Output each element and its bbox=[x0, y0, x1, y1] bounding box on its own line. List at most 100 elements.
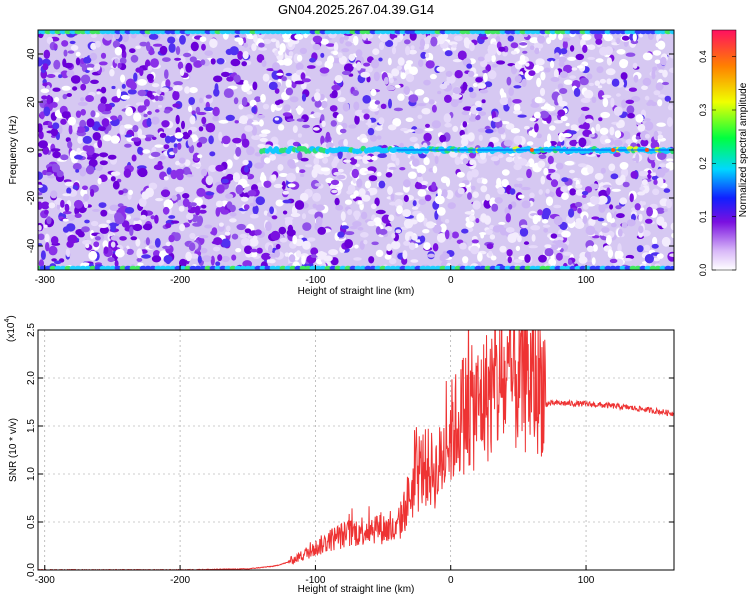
spectrogram-cell bbox=[616, 213, 625, 219]
spectrogram-cell bbox=[315, 60, 323, 66]
spectrogram-cell bbox=[185, 62, 193, 73]
spectrogram-cell bbox=[83, 201, 89, 209]
spectrogram-cell bbox=[550, 60, 555, 69]
spectrogram-cell bbox=[547, 133, 552, 143]
spectrogram-edge-cell bbox=[559, 265, 567, 270]
spectrogram-cell bbox=[42, 146, 50, 155]
spectrogram-cell bbox=[609, 258, 618, 264]
spectrogram-cell bbox=[670, 222, 674, 231]
spectrogram-edge-cell bbox=[314, 265, 322, 270]
spectrogram-cell bbox=[126, 248, 134, 255]
spectrogram-cell bbox=[298, 234, 304, 239]
spectrogram-cell bbox=[173, 85, 183, 92]
spectrogram-cell bbox=[367, 220, 376, 227]
spectrogram-cell bbox=[578, 256, 588, 264]
spectrogram-cell bbox=[394, 84, 401, 88]
spectrogram-edge-cell bbox=[609, 265, 617, 270]
spectrogram-cell bbox=[164, 135, 172, 144]
spectrogram-cell bbox=[638, 213, 643, 222]
spectrogram-edge-cell bbox=[299, 30, 307, 35]
spectrogram-edge-cell bbox=[129, 265, 137, 270]
spectrogram-edge-cell bbox=[654, 30, 662, 35]
spectrogram-cell bbox=[466, 140, 474, 146]
spectrogram-cell bbox=[221, 71, 230, 78]
spectrogram-cell bbox=[537, 34, 546, 44]
spectrogram-cell bbox=[452, 87, 462, 94]
spectrogram-cell bbox=[578, 137, 587, 148]
spectrogram-edge-cell bbox=[184, 265, 192, 270]
spectrogram-cell bbox=[99, 226, 109, 234]
spectrogram-cell bbox=[558, 32, 564, 41]
spectrogram-cell bbox=[177, 199, 184, 207]
spectrogram-cell bbox=[600, 205, 611, 209]
spectrogram-cell bbox=[355, 163, 360, 167]
spectrogram-cell bbox=[277, 124, 285, 131]
spectrogram-edge-cell bbox=[604, 30, 612, 35]
spectrogram-cell bbox=[64, 181, 74, 187]
spectrogram-cell bbox=[598, 117, 603, 122]
spectrogram-cell bbox=[477, 82, 487, 89]
spectrogram-cell bbox=[66, 93, 72, 97]
spectrogram-cell bbox=[229, 212, 237, 217]
snr-y-tick-label: 0.5 bbox=[26, 515, 37, 529]
spectrogram-cell bbox=[334, 197, 340, 206]
spectrogram-cell bbox=[249, 248, 258, 253]
spectrogram-cell bbox=[553, 120, 564, 124]
spectrogram-cell bbox=[88, 158, 98, 168]
spectrogram-cell bbox=[247, 235, 253, 239]
spectrogram-cell bbox=[519, 42, 528, 46]
spectrogram-cell bbox=[467, 192, 472, 200]
spectrogram-cell bbox=[325, 131, 331, 142]
spectrogram-cell bbox=[181, 120, 185, 130]
spectrogram-cell bbox=[132, 223, 143, 232]
spectrogram-cell bbox=[258, 133, 268, 138]
spectrogram-cell bbox=[387, 124, 397, 131]
snr-multiplier-exp: 4 bbox=[4, 319, 11, 323]
spectrogram-cell bbox=[656, 122, 666, 127]
spectrogram-cell bbox=[315, 216, 323, 226]
spectrogram-cell bbox=[616, 122, 623, 128]
spectrogram-cell bbox=[522, 50, 528, 54]
spectrogram-cell bbox=[53, 59, 61, 70]
spectrogram-cell bbox=[77, 101, 88, 107]
spectrogram-cell bbox=[259, 137, 268, 142]
spectrogram-cell bbox=[136, 248, 143, 259]
spectrogram-cell bbox=[188, 97, 195, 105]
spectrogram-cell bbox=[389, 201, 398, 206]
spectrogram-cell bbox=[616, 37, 621, 45]
spectrogram-cell bbox=[385, 172, 393, 178]
spectrogram-cell bbox=[511, 232, 519, 238]
spectrogram-edge-cell bbox=[104, 265, 112, 270]
spectrogram-edge-cell bbox=[44, 30, 52, 35]
spectrogram-edge-cell bbox=[549, 265, 557, 270]
spectrogram-cell bbox=[294, 33, 304, 41]
spectrogram-cell bbox=[363, 113, 370, 120]
spectrogram-cell bbox=[260, 172, 265, 182]
spectrogram-cell bbox=[528, 130, 535, 137]
colorbar-tick-label: 0.3 bbox=[698, 104, 708, 117]
spectrogram-cell bbox=[238, 39, 244, 46]
spectrogram-cell bbox=[92, 208, 100, 212]
spectrogram-edge-cell bbox=[634, 30, 642, 35]
spectrogram-cell bbox=[123, 124, 133, 129]
spectrogram-edge-cell bbox=[469, 265, 477, 270]
spectrogram-cell bbox=[505, 156, 514, 163]
spectrogram-cell bbox=[249, 213, 259, 219]
spectrogram-cell bbox=[143, 113, 148, 118]
spectrogram-edge-cell bbox=[64, 30, 72, 35]
spectrogram-cell bbox=[535, 58, 545, 66]
spectrogram-cell bbox=[477, 56, 485, 62]
spectrogram-cell bbox=[103, 246, 109, 254]
spectrogram-cell bbox=[129, 226, 134, 236]
spectrogram-cell bbox=[72, 123, 78, 133]
spectrogram-cell bbox=[150, 151, 161, 157]
spectrogram-cell bbox=[544, 244, 552, 249]
spectrogram-cell bbox=[454, 70, 463, 79]
spectrogram-edge-cell bbox=[579, 265, 587, 270]
spectrogram-edge-cell bbox=[604, 265, 612, 270]
spectrogram-cell bbox=[529, 192, 535, 199]
spectrogram-cell bbox=[329, 105, 338, 112]
spectrogram-edge-cell bbox=[134, 265, 142, 270]
spectrogram-cell bbox=[615, 205, 622, 210]
spectrogram-cell bbox=[661, 221, 668, 229]
